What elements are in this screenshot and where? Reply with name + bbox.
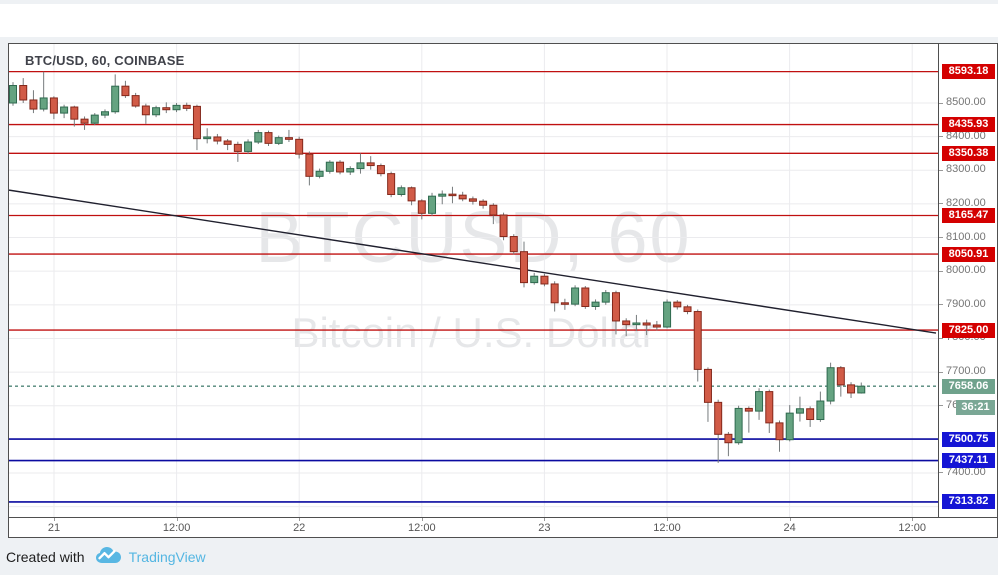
price-axis-label: 7400.00 — [946, 465, 986, 478]
price-axis-label: 8400.00 — [946, 129, 986, 142]
axis-horizontal-divider — [9, 517, 997, 518]
price-axis-tick — [939, 270, 943, 272]
price-axis-tick — [939, 102, 943, 104]
price-axis-label: 8000.00 — [946, 264, 986, 277]
resistance-price-badge: 7825.00 — [942, 322, 995, 338]
price-axis-tick — [939, 136, 943, 138]
price-axis-label: 7700.00 — [946, 365, 986, 378]
time-axis-tick — [667, 518, 668, 521]
time-axis-label: 12:00 — [653, 522, 681, 534]
price-axis-tick — [939, 371, 943, 373]
top-white-strip — [0, 4, 998, 37]
time-axis[interactable]: 21 12:00 22 12:00 23 12:00 24 12:00 — [9, 518, 997, 537]
support-price-badge: 7500.75 — [942, 431, 995, 447]
time-axis-label: 12:00 — [162, 522, 191, 534]
time-axis-tick — [912, 518, 914, 521]
price-axis-tick — [939, 472, 943, 474]
price-axis-tick — [939, 237, 943, 239]
price-chart-svg[interactable] — [9, 44, 938, 517]
tradingview-brand-link[interactable]: TradingView — [128, 549, 206, 565]
price-axis-tick — [939, 304, 943, 306]
support-price-badge: 7313.82 — [942, 494, 995, 510]
price-axis-label: 7900.00 — [946, 297, 986, 310]
bar-countdown-badge: 36:21 — [956, 399, 995, 415]
price-axis-tick — [939, 169, 943, 171]
created-with-text: Created with — [6, 549, 85, 565]
time-axis-tick — [421, 518, 423, 521]
resistance-price-badge: 8593.18 — [942, 64, 995, 80]
price-axis-label: 8200.00 — [946, 196, 986, 209]
plot-area[interactable]: BTCUSD, 60 Bitcoin / U.S. Dollar BTC/USD… — [9, 44, 938, 517]
time-axis-label: 22 — [293, 522, 306, 534]
time-axis-tick — [54, 518, 55, 521]
price-axis-label: 8300.00 — [946, 163, 986, 176]
time-axis-tick — [789, 518, 791, 521]
price-axis[interactable]: 8500.00 8400.00 8300.00 8200.00 8100.00 8000.… — [939, 44, 997, 517]
price-axis-label: 8500.00 — [946, 96, 986, 108]
resistance-price-badge: 8350.38 — [942, 145, 995, 161]
price-axis-label: 8100.00 — [946, 230, 986, 243]
price-axis-tick — [939, 337, 943, 339]
current-price-badge: 7658.06 — [942, 378, 995, 394]
resistance-price-badge: 8050.91 — [942, 246, 995, 262]
resistance-price-badge: 8435.93 — [942, 117, 995, 133]
time-axis-label: 12:00 — [898, 522, 926, 534]
resistance-price-badge: 8165.47 — [942, 208, 995, 224]
time-axis-tick — [176, 518, 178, 521]
price-axis-tick — [939, 405, 943, 407]
support-price-badge: 7437.11 — [942, 453, 995, 468]
footer: Created with TradingView — [6, 545, 206, 569]
time-axis-label: 21 — [47, 522, 61, 534]
time-axis-label: 23 — [538, 522, 551, 534]
chart-panel: BTCUSD, 60 Bitcoin / U.S. Dollar BTC/USD… — [8, 43, 998, 538]
price-axis-tick — [939, 203, 943, 205]
chart-title: BTC/USD, 60, COINBASE — [25, 53, 185, 68]
time-axis-label: 12:00 — [408, 522, 436, 534]
axis-vertical-divider — [938, 44, 939, 537]
time-axis-tick — [299, 518, 301, 521]
time-axis-tick — [544, 518, 546, 521]
tradingview-logo-icon — [95, 546, 122, 569]
time-axis-label: 24 — [783, 522, 796, 534]
